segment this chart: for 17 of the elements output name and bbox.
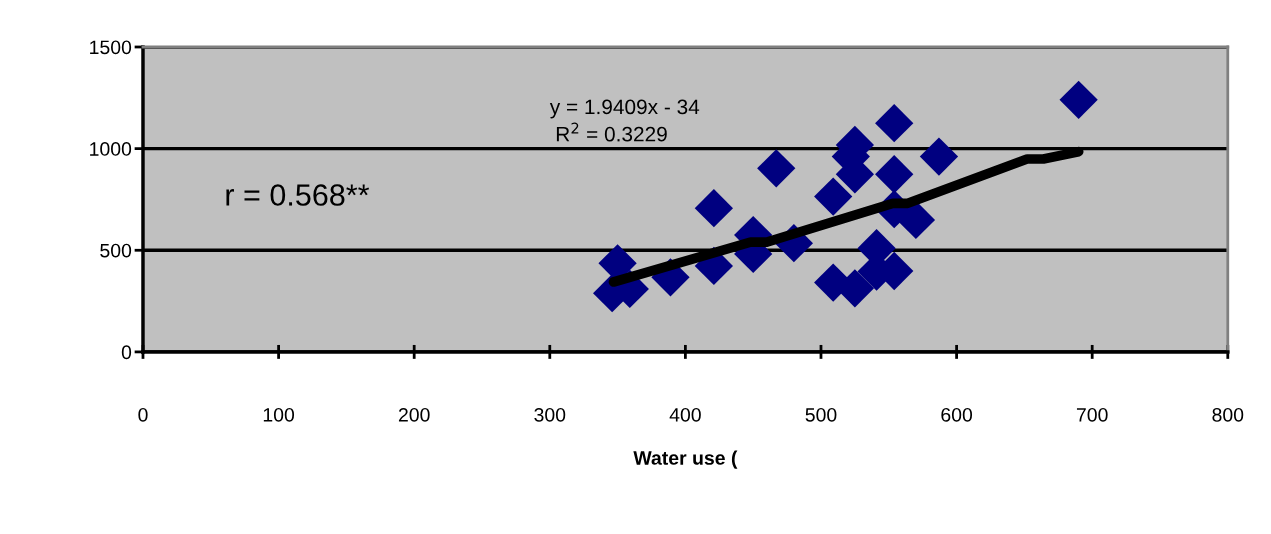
- x-tick-label: 400: [669, 407, 701, 422]
- x-tick-label: 200: [398, 407, 430, 422]
- x-tick-label: 100: [263, 407, 295, 422]
- y-tick-label: 1500: [90, 40, 132, 55]
- y-tick-label: 1000: [90, 142, 132, 156]
- annotation: R$^{2}$ = 0.3229: [556, 122, 667, 142]
- y-tick-label: 500: [100, 243, 132, 258]
- x-tick-label: 0: [138, 407, 148, 422]
- x-tick-label: 800: [1212, 407, 1244, 422]
- x-axis-title: Water use (: [633, 450, 738, 469]
- y-tick-label: 0: [121, 345, 132, 360]
- annotation: y = 1.9409x - 34: [549, 99, 700, 119]
- x-tick-label: 500: [805, 407, 837, 422]
- x-tick-label: 700: [1076, 407, 1108, 422]
- x-tick-label: 600: [941, 407, 973, 422]
- x-tick-label: 300: [534, 407, 566, 422]
- annotation: r = 0.568**: [226, 184, 370, 206]
